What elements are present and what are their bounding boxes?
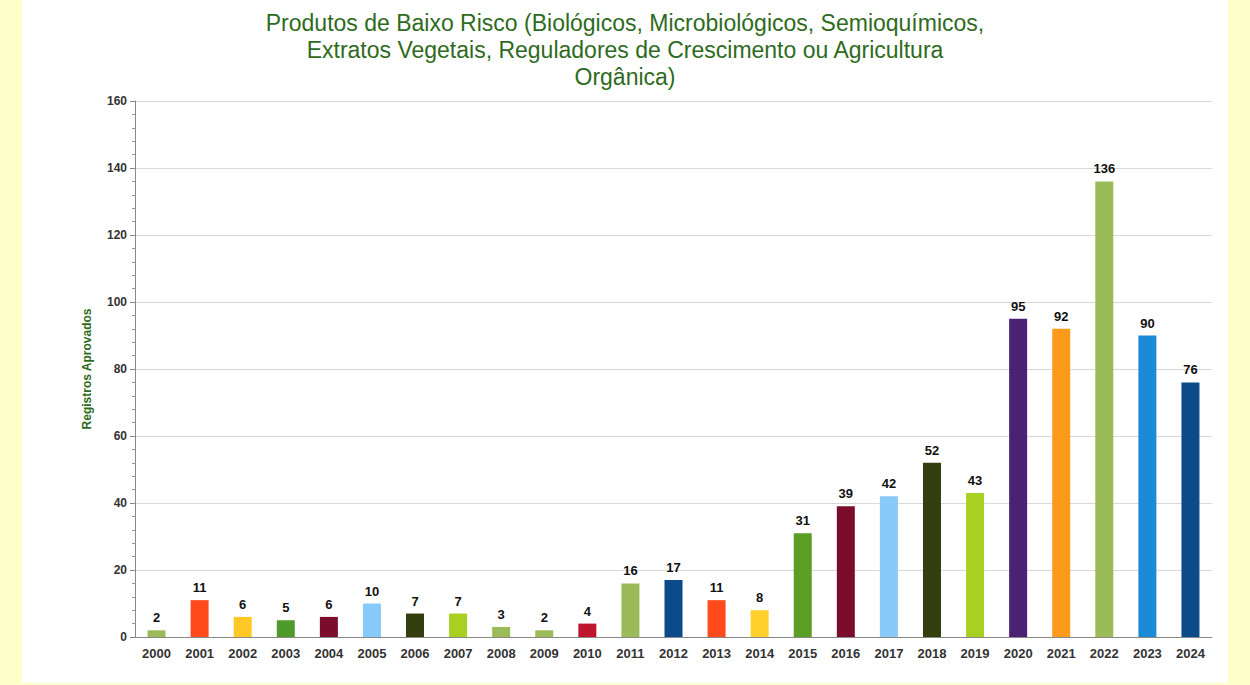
svg-text:2012: 2012 [659,646,688,661]
svg-text:Produtos de Baixo Risco (Bioló: Produtos de Baixo Risco (Biológicos, Mic… [266,10,984,36]
svg-text:7: 7 [454,594,461,609]
svg-text:10: 10 [365,584,379,599]
svg-text:2007: 2007 [444,646,473,661]
svg-text:2: 2 [153,610,160,625]
svg-text:43: 43 [968,473,982,488]
svg-text:11: 11 [710,580,724,595]
svg-text:16: 16 [623,563,637,578]
svg-text:2016: 2016 [831,646,860,661]
svg-text:6: 6 [239,597,246,612]
svg-text:6: 6 [325,597,332,612]
svg-text:60: 60 [114,429,128,443]
svg-text:39: 39 [839,486,853,501]
svg-text:2: 2 [541,610,548,625]
svg-text:2013: 2013 [702,646,731,661]
svg-text:2001: 2001 [185,646,214,661]
svg-text:2008: 2008 [487,646,516,661]
svg-text:2015: 2015 [788,646,817,661]
svg-text:2010: 2010 [573,646,602,661]
svg-text:160: 160 [107,94,127,108]
svg-text:8: 8 [756,590,763,605]
svg-text:2014: 2014 [745,646,775,661]
svg-text:2018: 2018 [918,646,947,661]
svg-text:2023: 2023 [1133,646,1162,661]
svg-text:20: 20 [114,563,128,577]
svg-text:11: 11 [193,580,207,595]
svg-text:90: 90 [1140,316,1154,331]
svg-text:2019: 2019 [961,646,990,661]
svg-text:31: 31 [796,513,810,528]
svg-text:120: 120 [107,228,127,242]
svg-text:2020: 2020 [1004,646,1033,661]
svg-text:95: 95 [1011,299,1025,314]
svg-text:2003: 2003 [271,646,300,661]
svg-text:136: 136 [1093,161,1115,176]
svg-text:Orgânica): Orgânica) [575,64,676,90]
svg-text:52: 52 [925,443,939,458]
svg-text:7: 7 [411,594,418,609]
svg-text:2024: 2024 [1176,646,1206,661]
svg-text:80: 80 [114,362,128,376]
svg-text:17: 17 [666,560,680,575]
svg-text:2021: 2021 [1047,646,1076,661]
svg-text:2000: 2000 [142,646,171,661]
svg-text:0: 0 [120,630,127,644]
svg-text:2002: 2002 [228,646,257,661]
svg-text:140: 140 [107,161,127,175]
svg-text:100: 100 [107,295,127,309]
svg-text:2006: 2006 [401,646,430,661]
svg-text:2009: 2009 [530,646,559,661]
svg-text:76: 76 [1183,362,1197,377]
svg-text:40: 40 [114,496,128,510]
svg-text:42: 42 [882,476,896,491]
svg-text:2011: 2011 [616,646,644,661]
svg-text:2017: 2017 [874,646,903,661]
svg-text:Registros Aprovados: Registros Aprovados [80,308,94,429]
svg-text:92: 92 [1054,309,1068,324]
svg-text:Extratos Vegetais, Reguladores: Extratos Vegetais, Reguladores de Cresci… [307,37,944,63]
svg-text:4: 4 [584,604,592,619]
svg-text:2004: 2004 [314,646,344,661]
svg-text:5: 5 [282,600,289,615]
svg-text:2005: 2005 [357,646,386,661]
svg-text:2022: 2022 [1090,646,1119,661]
svg-text:3: 3 [498,607,505,622]
